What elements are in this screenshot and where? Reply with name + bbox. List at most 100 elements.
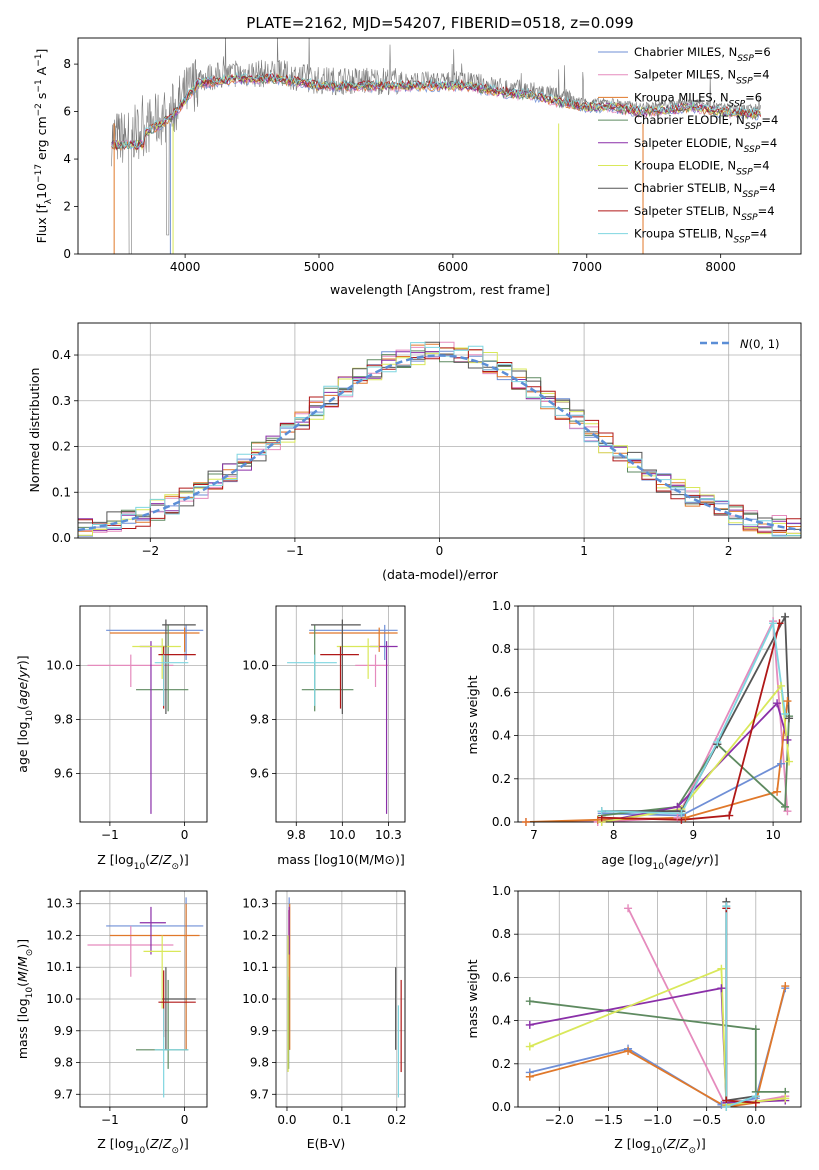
massweight-age-ylabel: mass weight xyxy=(465,675,480,754)
massweight-point xyxy=(525,997,534,1006)
spectrum-legend-label: Salpeter MILES, NSSP=4 xyxy=(634,68,770,87)
residuals-xtick-label: 1 xyxy=(580,544,588,558)
spectrum-xtick-label: 5000 xyxy=(304,260,335,274)
massweight-point xyxy=(525,1020,534,1029)
mass_vs_ebv-xtick-label: 0.2 xyxy=(387,1113,406,1127)
age_vs_mass-xtick-label: 10.3 xyxy=(375,828,402,842)
spectrum-xtick-label: 6000 xyxy=(438,260,469,274)
massweight-Z-xlabel: Z [log10(Z/Z⊙)] xyxy=(614,1136,706,1156)
massweight-point xyxy=(783,735,792,744)
mass-vs-Z-xlabel: Z [log10(Z/Z⊙)] xyxy=(97,1136,189,1156)
mass_vs_Z-xtick-label: 0 xyxy=(181,1113,189,1127)
mass_vs_ebv-ytick-label: 10.3 xyxy=(242,897,269,911)
spectrum-legend-label: Salpeter STELIB, NSSP=4 xyxy=(634,204,775,223)
massweight-point xyxy=(773,699,782,708)
massweight-Z-ylabel: mass weight xyxy=(465,959,480,1038)
mass_vs_Z-xtick-label: −1 xyxy=(101,1113,119,1127)
massweight_vs_age-ytick-label: 0.2 xyxy=(492,772,511,786)
massweight-point xyxy=(525,1072,534,1081)
massweight_vs_age-frame xyxy=(517,605,802,823)
mass_vs_ebv-ytick-label: 10.1 xyxy=(242,960,269,974)
spectrum-legend-label: Chabrier ELODIE, NSSP=4 xyxy=(634,113,778,132)
age_vs_mass-ytick-label: 9.6 xyxy=(250,766,269,780)
mass_vs_Z-ytick-label: 10.1 xyxy=(46,960,73,974)
residuals-xtick-label: 2 xyxy=(725,544,733,558)
residuals-ytick-label: 0.3 xyxy=(52,394,71,408)
age_vs_mass-xtick-label: 9.8 xyxy=(287,828,306,842)
spectrum-legend-label: Kroupa STELIB, NSSP=4 xyxy=(634,227,767,246)
massweight-point xyxy=(781,710,790,718)
massweight_vs_age-ytick-label: 0.8 xyxy=(492,642,511,656)
massweight-line xyxy=(725,906,757,1107)
massweight-point xyxy=(781,802,790,811)
mass_vs_ebv-xtick-label: 0.0 xyxy=(277,1113,296,1127)
spectrum-frame xyxy=(77,37,802,255)
spectrum-ytick-label: 4 xyxy=(63,152,71,166)
age_vs_mass-body xyxy=(287,619,398,814)
age_vs_mass-xtick-label: 10.0 xyxy=(329,828,356,842)
massweight-point xyxy=(773,787,782,796)
mass_vs_ebv-axes: 0.0 0.1 0.2 9.7 9.8 9.9 10.0 10.1 10.2 10.3 xyxy=(242,890,406,1127)
massweight-point xyxy=(783,697,792,706)
massweight-point xyxy=(713,738,722,747)
mass_vs_Z-ytick-label: 9.8 xyxy=(54,1056,73,1070)
age_vs_mass-axes: 9.8 10.0 10.3 9.6 9.8 10.0 xyxy=(242,605,406,842)
mass_vs_Z-ytick-label: 9.7 xyxy=(54,1087,73,1101)
massweight_vs_age-xtick-label: 7 xyxy=(530,828,538,842)
massweight_vs_Z-ytick-label: 0.8 xyxy=(492,927,511,941)
massweight_vs_Z-frame xyxy=(517,890,802,1108)
age_vs_Z-body xyxy=(87,619,204,814)
spectrum-legend-label: Chabrier MILES, NSSP=6 xyxy=(634,45,771,64)
massweight-point xyxy=(717,964,726,973)
massweight_vs_Z-xtick-label: 0.0 xyxy=(746,1113,765,1127)
massweight_vs_Z-ytick-label: 0.4 xyxy=(492,1014,511,1028)
residual-histogram xyxy=(78,342,801,537)
massweight-point xyxy=(781,612,790,621)
massweight_vs_Z-ytick-label: 0.6 xyxy=(492,970,511,984)
spectrum-ylabel: Flux [fλ10−17 erg cm−2 s−1 A−1] xyxy=(34,49,54,244)
massweight-line xyxy=(529,985,787,1107)
massweight-line xyxy=(725,901,756,1102)
massweight-line xyxy=(601,701,789,822)
mass_vs_Z-ytick-label: 9.9 xyxy=(54,1024,73,1038)
massweight_vs_age-ytick-label: 0.0 xyxy=(492,815,511,829)
residuals-axes: −2 −1 0 1 2 0.0 0.1 0.2 0.3 0.4 N(0, 1) xyxy=(52,322,802,558)
age_vs_Z-ytick-label: 10.0 xyxy=(46,658,73,672)
massweight-point xyxy=(781,982,790,991)
spectrum-legend-label: Chabrier STELIB, NSSP=4 xyxy=(634,181,776,200)
spectrum-xtick-label: 4000 xyxy=(170,260,201,274)
massweight-line xyxy=(525,700,789,822)
age_vs_Z-xtick-label: 0 xyxy=(181,828,189,842)
mass_vs_Z-ytick-label: 10.0 xyxy=(46,992,73,1006)
massweight_vs_age-xtick-label: 9 xyxy=(690,828,698,842)
mass_vs_ebv-ytick-label: 9.9 xyxy=(250,1024,269,1038)
spectrum-legend-label: Salpeter ELODIE, NSSP=4 xyxy=(634,136,777,155)
spectrum-ytick-label: 2 xyxy=(63,200,71,214)
massweight-line xyxy=(526,617,789,822)
age_vs_mass-ytick-label: 10.0 xyxy=(242,658,269,672)
mass_vs_Z-axes: −1 0 9.7 9.8 9.9 10.0 10.1 10.2 10.3 Z [log10(Z/Z… xyxy=(15,890,208,1156)
gaussian-legend-label: N(0, 1) xyxy=(740,337,780,351)
mass_vs_Z-ytick-label: 10.2 xyxy=(46,928,73,942)
massweight_vs_Z-xtick-label: −1.0 xyxy=(643,1113,672,1127)
massweight-point xyxy=(777,759,786,768)
massweight_vs_age-ytick-label: 0.4 xyxy=(492,729,511,743)
massweight-age-xlabel: age [log10(age/yr)] xyxy=(601,852,718,872)
massweight-point xyxy=(597,807,606,816)
residuals-ytick-label: 0.4 xyxy=(52,348,71,362)
residuals-ytick-label: 0.2 xyxy=(52,440,71,454)
massweight_vs_Z-xtick-label: −2.0 xyxy=(545,1113,574,1127)
massweight-line xyxy=(601,683,790,822)
massweight_vs_Z-xtick-label: −1.5 xyxy=(594,1113,623,1127)
age_vs_Z-xtick-label: −1 xyxy=(101,828,119,842)
massweight-point xyxy=(521,818,530,826)
residuals-body xyxy=(78,341,801,537)
spectrum-ytick-label: 8 xyxy=(63,57,71,71)
spectrum-title: PLATE=2162, MJD=54207, FIBERID=0518, z=0… xyxy=(246,14,633,32)
massweight_vs_Z-ytick-label: 0.2 xyxy=(492,1057,511,1071)
age-vs-Z-xlabel: Z [log10(Z/Z⊙)] xyxy=(97,852,189,872)
mass_vs_ebv-ytick-label: 10.2 xyxy=(242,928,269,942)
mass_vs_Z-body xyxy=(87,897,204,1098)
